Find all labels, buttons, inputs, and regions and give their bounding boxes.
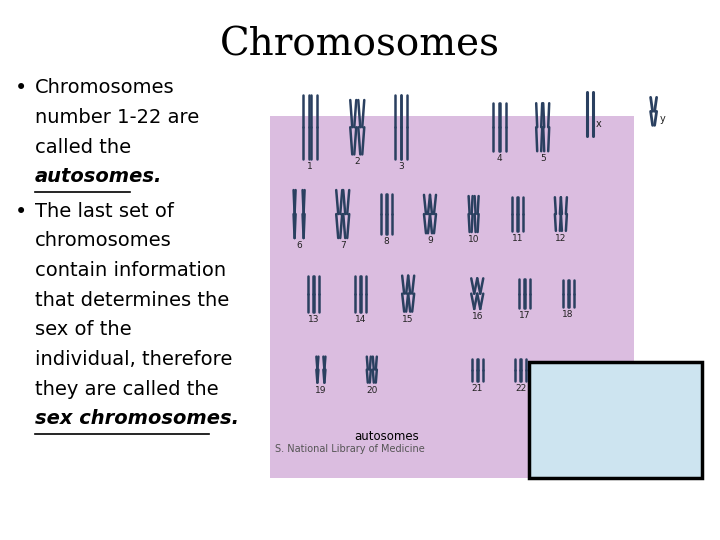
- Text: sex of the: sex of the: [35, 320, 132, 339]
- Text: 18: 18: [562, 310, 574, 319]
- Text: S. National Library of Medicine: S. National Library of Medicine: [275, 444, 425, 454]
- Text: they are called the: they are called the: [35, 380, 219, 399]
- Text: y: y: [660, 114, 665, 124]
- Text: sex chromosomes.: sex chromosomes.: [35, 409, 239, 428]
- Text: 16: 16: [472, 312, 483, 321]
- Text: 13: 13: [308, 315, 320, 323]
- Text: 2: 2: [354, 158, 360, 166]
- Text: 20: 20: [366, 386, 377, 395]
- Text: that determines the: that determines the: [35, 291, 229, 309]
- Text: 3: 3: [398, 162, 404, 171]
- Text: Chromosomes: Chromosomes: [220, 27, 500, 64]
- Text: called the: called the: [35, 138, 131, 157]
- Text: number 1-22 are: number 1-22 are: [35, 108, 199, 127]
- Text: 21: 21: [472, 384, 483, 393]
- Text: 4: 4: [496, 154, 502, 163]
- Text: 19: 19: [315, 386, 327, 395]
- Text: Chromosomes: Chromosomes: [35, 78, 175, 97]
- Text: sex chromosomes: sex chromosomes: [568, 430, 663, 440]
- Text: x: x: [595, 119, 601, 130]
- Text: 6: 6: [296, 241, 302, 250]
- Text: autosomes: autosomes: [354, 430, 419, 443]
- Text: contain information: contain information: [35, 261, 226, 280]
- Text: 14: 14: [355, 315, 366, 323]
- Text: autosomes.: autosomes.: [35, 167, 163, 186]
- FancyBboxPatch shape: [529, 362, 702, 478]
- Text: 10: 10: [468, 235, 480, 244]
- Text: 9: 9: [427, 237, 433, 245]
- Text: 15: 15: [402, 315, 414, 323]
- Text: 11: 11: [511, 234, 523, 243]
- Text: 5: 5: [540, 154, 546, 163]
- Text: individual, therefore: individual, therefore: [35, 350, 233, 369]
- Text: 22: 22: [516, 384, 526, 393]
- Text: •: •: [15, 201, 27, 221]
- Text: •: •: [15, 78, 27, 98]
- Text: chromosomes: chromosomes: [35, 231, 172, 250]
- Text: The last set of: The last set of: [35, 201, 174, 220]
- Text: 17: 17: [519, 311, 530, 320]
- Text: 1: 1: [307, 162, 313, 171]
- Text: 7: 7: [340, 241, 346, 250]
- FancyBboxPatch shape: [270, 116, 634, 478]
- Text: 8: 8: [384, 238, 390, 246]
- Text: 12: 12: [555, 234, 567, 243]
